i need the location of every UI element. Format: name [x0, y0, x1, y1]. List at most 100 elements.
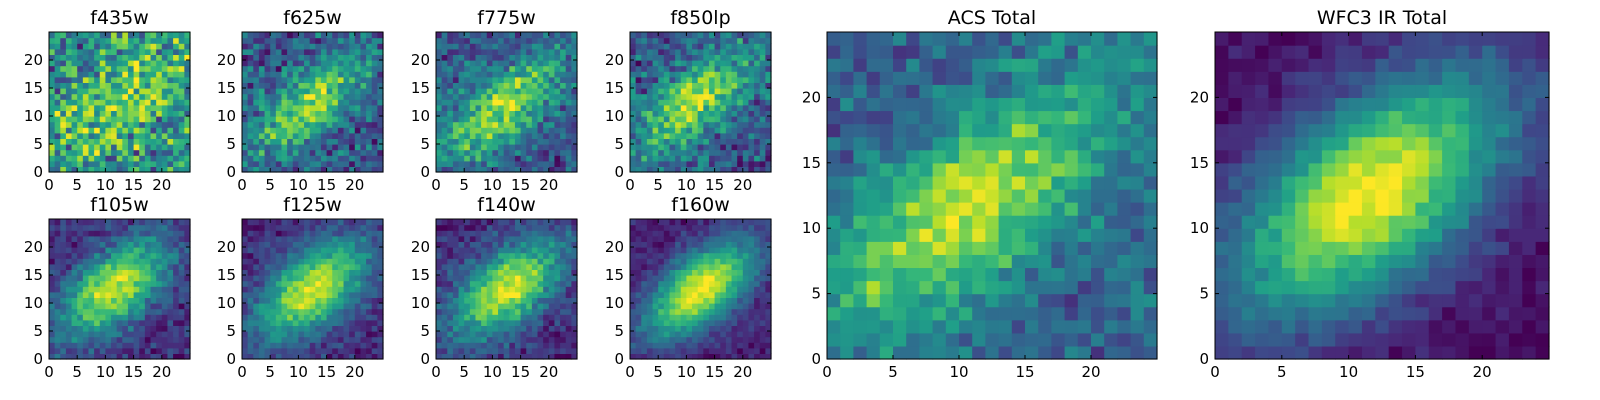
heatmap-cell	[458, 291, 465, 298]
heatmap-cell	[675, 37, 682, 44]
heatmap-cell	[156, 48, 163, 55]
x-tick-label: 5	[459, 176, 469, 194]
heatmap-cell	[509, 116, 516, 123]
heatmap-cell	[264, 347, 271, 354]
heatmap-cell	[127, 149, 135, 156]
heatmap-cell	[646, 319, 654, 326]
heatmap-cell	[377, 54, 384, 61]
heatmap-cell	[287, 132, 294, 139]
heatmap-cell	[315, 258, 322, 265]
heatmap-cell	[242, 149, 249, 156]
heatmap-cell	[571, 219, 578, 226]
heatmap-cell	[275, 149, 283, 156]
heatmap-cell	[270, 325, 277, 332]
heatmap-cell	[60, 263, 67, 270]
heatmap-cell	[669, 82, 676, 89]
heatmap-cell	[725, 303, 733, 310]
heatmap-cell	[526, 308, 533, 315]
x-tick-label: 20	[152, 363, 171, 381]
heatmap-cell	[452, 132, 460, 139]
heatmap-cell	[139, 347, 146, 354]
heatmap-cell	[281, 166, 288, 173]
heatmap-cell	[630, 65, 637, 72]
heatmap-cell	[349, 224, 356, 231]
heatmap-cell	[332, 280, 339, 287]
heatmap-cell	[309, 155, 316, 162]
heatmap-cell	[167, 347, 174, 354]
heatmap-cell	[99, 303, 106, 310]
heatmap-cell	[242, 43, 249, 50]
heatmap-cell	[742, 121, 750, 128]
heatmap-cell	[492, 353, 499, 360]
heatmap-cell	[641, 132, 648, 139]
heatmap-cell	[354, 88, 362, 95]
heatmap-cell	[349, 82, 356, 89]
heatmap-cell	[554, 104, 561, 111]
heatmap-cell	[571, 303, 578, 310]
heatmap-cell	[139, 166, 146, 173]
heatmap-cell	[270, 297, 277, 304]
heatmap-cell	[65, 132, 73, 139]
heatmap-cell	[675, 104, 682, 111]
heatmap-cell	[486, 325, 493, 332]
heatmap-cell	[475, 37, 482, 44]
heatmap-cell	[498, 82, 505, 89]
heatmap-cell	[360, 48, 367, 55]
heatmap-cell	[65, 319, 73, 326]
heatmap-cell	[697, 353, 704, 360]
heatmap-cell	[458, 65, 465, 72]
heatmap-cell	[548, 110, 556, 117]
heatmap-cell	[731, 71, 738, 78]
heatmap-cell	[122, 347, 129, 354]
heatmap-cell	[630, 99, 637, 106]
heatmap-cell	[82, 219, 90, 226]
heatmap-cell	[242, 314, 249, 321]
heatmap-cell	[88, 37, 95, 44]
heatmap-cell	[692, 149, 699, 156]
heatmap-cell	[320, 144, 328, 151]
heatmap-cell	[714, 144, 721, 151]
heatmap-cell	[526, 37, 533, 44]
heatmap-cell	[343, 286, 350, 293]
heatmap-cell	[156, 160, 163, 167]
heatmap-cell	[737, 88, 744, 95]
heatmap-cell	[486, 269, 493, 276]
heatmap-cell	[737, 132, 744, 139]
heatmap-cell	[646, 275, 654, 282]
heatmap-cell	[247, 241, 254, 248]
heatmap-cell	[326, 280, 333, 287]
heatmap-cell	[686, 314, 693, 321]
heatmap-cell	[105, 224, 112, 231]
heatmap-cell	[675, 71, 682, 78]
heatmap-cell	[509, 252, 516, 259]
heatmap-cell	[167, 93, 174, 100]
heatmap-cell	[737, 342, 744, 349]
heatmap-cell	[441, 43, 448, 50]
heatmap-cell	[360, 353, 367, 360]
heatmap-cell	[492, 224, 499, 231]
heatmap-cell	[486, 235, 493, 242]
heatmap-cell	[571, 235, 578, 242]
heatmap-cell	[127, 166, 135, 173]
heatmap-cell	[315, 166, 322, 173]
heatmap-cell	[458, 48, 465, 55]
heatmap-cell	[641, 353, 648, 360]
heatmap-cell	[635, 342, 642, 349]
heatmap-cell	[82, 160, 90, 167]
heatmap-cell	[526, 32, 533, 39]
heatmap-cell	[652, 104, 659, 111]
heatmap-cell	[492, 247, 499, 254]
heatmap-cell	[377, 32, 384, 39]
heatmap-cell	[548, 155, 556, 162]
heatmap-cell	[503, 314, 510, 321]
heatmap-cell	[759, 308, 766, 315]
heatmap-cell	[377, 303, 384, 310]
heatmap-cell	[111, 37, 118, 44]
heatmap-cell	[703, 99, 710, 106]
heatmap-cell	[173, 104, 180, 111]
heatmap-cell	[481, 219, 488, 226]
heatmap-cell	[543, 65, 550, 72]
heatmap-cell	[116, 149, 123, 156]
heatmap-cell	[452, 286, 460, 293]
heatmap-cell	[173, 43, 180, 50]
